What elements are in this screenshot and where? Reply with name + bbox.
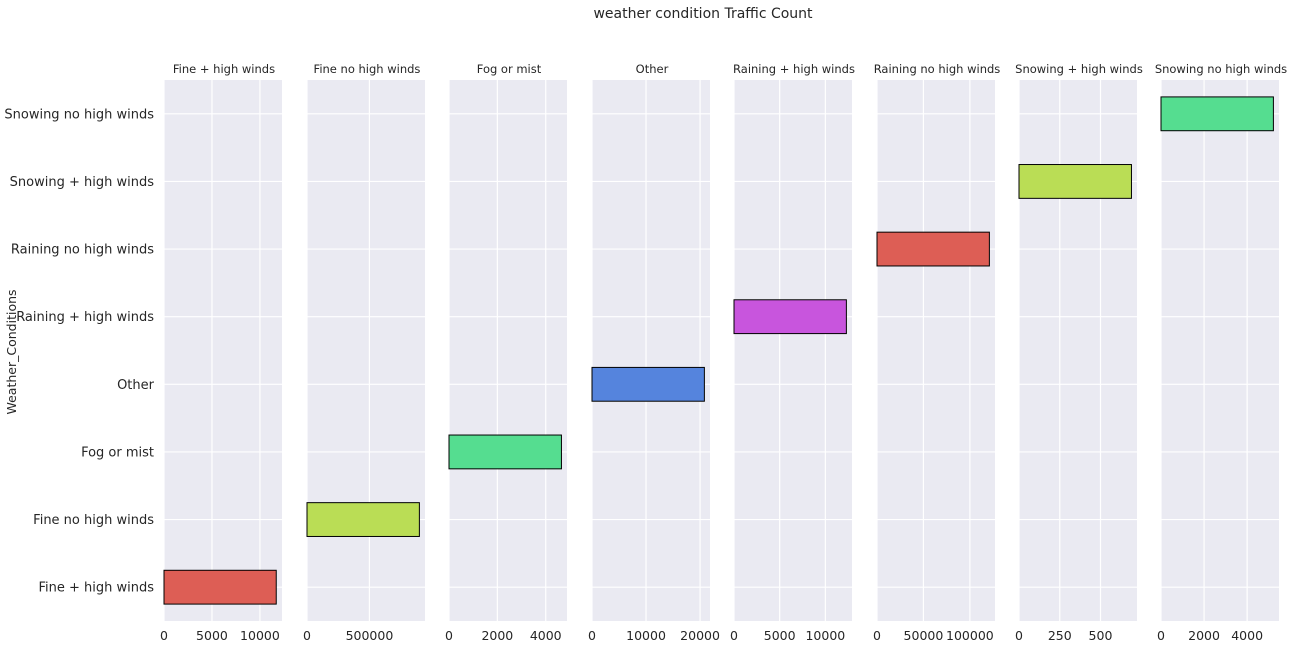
x-tick-label: 50000 <box>904 628 944 643</box>
x-tick-label: 250 <box>1048 628 1072 643</box>
panel-title: Fine + high winds <box>173 62 275 76</box>
facet-panel: 0 2000 4000 Snowing no high winds <box>1155 62 1287 643</box>
category-tick-label: Fine no high winds <box>33 513 154 528</box>
x-tick-label: 10000 <box>805 628 845 643</box>
x-tick-label: 2000 <box>481 628 513 643</box>
x-tick-label: 4000 <box>530 628 562 643</box>
category-tick-label: Other <box>117 378 155 393</box>
x-tick-label: 0 <box>303 628 311 643</box>
facet-panel: 0 10000 20000 Other <box>588 62 720 643</box>
y-axis-label: Weather_Conditions <box>4 289 19 414</box>
x-tick-label: 0 <box>730 628 738 643</box>
panel-background <box>592 80 710 621</box>
bar <box>1160 96 1274 132</box>
panel-title: Snowing no high winds <box>1155 62 1287 76</box>
category-tick-label: Fog or mist <box>81 445 154 460</box>
panel-title: Fine no high winds <box>314 62 421 76</box>
panel-background <box>449 80 567 621</box>
x-tick-label: 0 <box>1157 628 1165 643</box>
panel-title: Raining + high winds <box>733 62 855 76</box>
bar <box>591 366 705 402</box>
x-tick-label: 20000 <box>680 628 720 643</box>
x-tick-label: 4000 <box>1231 628 1263 643</box>
facet-panel: 0 250 500 Snowing + high winds <box>1015 62 1143 643</box>
facet-panel: 0 500000 Fine no high winds <box>303 62 425 643</box>
x-tick-label: 0 <box>160 628 168 643</box>
panel-background <box>734 80 852 621</box>
x-tick-label: 0 <box>588 628 596 643</box>
facet-panel: 0 50000 100000 Raining no high winds <box>873 62 1000 643</box>
x-tick-label: 0 <box>873 628 881 643</box>
category-tick-label: Snowing no high winds <box>4 107 154 122</box>
panel-title: Other <box>636 62 669 76</box>
x-tick-label: 5000 <box>196 628 228 643</box>
panel-background <box>1019 80 1137 621</box>
bar <box>448 434 562 470</box>
bar <box>733 299 847 335</box>
panel-background <box>1161 80 1279 621</box>
category-labels: Fine + high winds Fine no high winds Fog o… <box>4 107 154 595</box>
x-tick-label: 0 <box>445 628 453 643</box>
x-tick-label: 500 <box>1089 628 1113 643</box>
chart-title: weather condition Traffic Count <box>593 6 813 22</box>
bar <box>876 231 990 267</box>
panel-background <box>877 80 995 621</box>
x-tick-label: 5000 <box>764 628 796 643</box>
x-tick-label: 100000 <box>946 628 994 643</box>
panel-background <box>164 80 282 621</box>
facet-panel: 0 5000 10000 Fine + high winds <box>160 62 282 643</box>
panel-title: Fog or mist <box>477 62 542 76</box>
x-tick-label: 2000 <box>1188 628 1220 643</box>
panel-background <box>307 80 425 621</box>
panel-title: Raining no high winds <box>874 62 1001 76</box>
bar <box>306 502 420 537</box>
category-tick-label: Raining + high winds <box>16 310 154 325</box>
facet-panel: 0 2000 4000 Fog or mist <box>445 62 567 643</box>
x-tick-label: 10000 <box>240 628 280 643</box>
x-tick-label: 0 <box>1015 628 1023 643</box>
category-tick-label: Snowing + high winds <box>10 175 155 190</box>
facet-panel: 0 5000 10000 Raining + high winds <box>730 62 855 643</box>
bar <box>1018 164 1132 199</box>
bar <box>163 569 277 605</box>
x-tick-label: 10000 <box>626 628 666 643</box>
category-tick-label: Raining no high winds <box>11 243 154 258</box>
x-tick-label: 500000 <box>346 628 394 643</box>
panel-title: Snowing + high winds <box>1015 62 1143 76</box>
category-tick-label: Fine + high winds <box>38 581 154 596</box>
